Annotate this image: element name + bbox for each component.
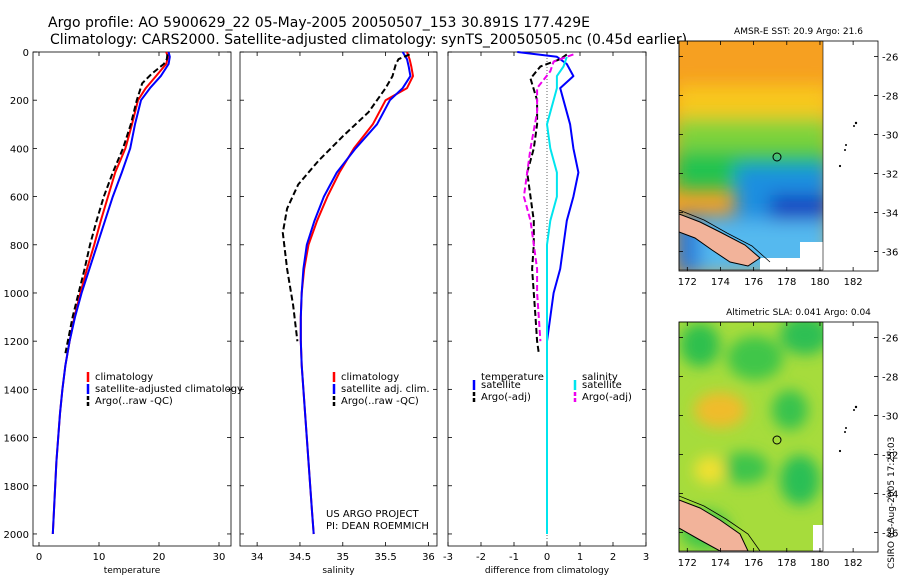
sst-map-xtick-label: 178 [777,277,796,288]
temperature-ytick-label: 1200 [4,337,29,348]
salinity-xtick-label: 35.5 [374,552,396,563]
temperature-xtick-label: 0 [36,552,42,563]
sst-map-ytick-label: -34 [882,209,898,220]
sst-map-ytick-label: -32 [882,170,898,181]
sla-map-chart: 172 174 176 178 180 182 -26 -28 -30 -32 -34 -36 Alti… [678,308,899,569]
legend-entry: Argo(..raw -QC) [95,396,173,407]
temperature-xlabel: temperature [104,566,161,576]
island-marks [838,121,858,453]
temperature-ytick-label: 800 [10,241,29,252]
title-line1: Argo profile: AO 5900629_22 05-May-2005 … [48,15,590,31]
difference-xtick-label: 0 [544,552,550,563]
temperature-ytick-label: 200 [10,96,29,107]
difference-series-salinity-satellite [546,56,568,534]
salinity-xlabel: salinity [322,566,355,576]
sla-map-xtick-label: 176 [744,558,763,569]
temperature-xtick-label: 30 [213,552,226,563]
sst-map-title: AMSR-E SST: 20.9 Argo: 21.6 [734,27,863,37]
temperature-ytick-label: 0 [23,48,29,59]
salinity-axes-frame [239,51,438,547]
salinity-series-satellite-adj-clim- [299,51,412,535]
temperature-ytick-label: 1000 [4,289,29,300]
legend-entry: satellite adj. clim. [341,384,430,395]
legend-entry: climatology [95,372,153,383]
sst-map-ytick-label: -30 [882,131,898,142]
sla-map-xtick-label: 180 [810,558,829,569]
temperature-axes-frame [32,51,232,547]
difference-xtick-label: -1 [509,552,519,563]
sla-map-title: Altimetric SLA: 0.041 Argo: 0.04 [726,308,871,318]
legend-entry: Argo(-adj) [481,392,531,403]
difference-xtick-label: 3 [643,552,649,563]
sla-map-ytick-label: -28 [882,373,898,384]
temperature-chart: 0 10 20 30 0 200 400 600 800 1000 1200 1400 1600 1800… [4,48,243,576]
legend-entry: Argo(-adj) [582,392,632,403]
difference-xtick-label: 2 [610,552,616,563]
temperature-ytick-label: 400 [10,144,29,155]
sla-map-xtick-label: 174 [711,558,730,569]
sst-map-xtick-label: 176 [744,277,763,288]
legend-salinity-title: salinity [582,372,618,383]
difference-series-temperature-satellite [517,51,580,534]
sst-map-xtick-label: 174 [711,277,730,288]
legend-entry: satellite-adjusted climatology [95,384,243,395]
sla-map-ytick-label: -32 [882,451,898,462]
temperature-ytick-label: 1800 [4,482,29,493]
sst-map-xtick-label: 172 [678,277,697,288]
salinity-chart: 34 34.5 35 35.5 36 salinity climatologysatelli… [239,51,438,576]
legend-entry: Argo(..raw -QC) [341,396,419,407]
title-line2: Climatology: CARS2000. Satellite-adjuste… [50,32,687,48]
difference-xlabel: difference from climatology [485,566,610,576]
temperature-ytick-label: 1600 [4,434,29,445]
sst-map-image [679,41,823,270]
salinity-xtick-label: 36 [422,552,435,563]
temperature-ytick-label: 1400 [4,385,29,396]
pi-credit: PI: DEAN ROEMMICH [326,521,429,532]
legend-temperature-title: temperature [481,372,544,383]
temperature-ytick-label: 2000 [4,530,29,541]
sst-map-axes-frame [678,40,879,272]
sla-map-ytick-label: -34 [882,490,898,501]
sla-map-xtick-label: 172 [678,558,697,569]
difference-chart: -3 -2 -1 0 1 2 3 difference from climatology tem… [443,51,649,576]
temperature-series-satellite-adjusted-climatology [51,51,171,535]
temperature-ytick-label: 600 [10,193,29,204]
legend-entry: climatology [341,372,399,383]
salinity-xtick-label: 34 [251,552,264,563]
temperature-series-argo-raw-qc- [64,54,169,354]
difference-series-salinity-argo-adj- [522,53,574,342]
legend-entry: satellite [481,380,521,391]
sla-map-ytick-label: -30 [882,412,898,423]
sst-map-ytick-label: -28 [882,92,898,103]
sla-map-axes-frame [678,321,879,553]
sst-map-ytick-label: -26 [882,53,898,64]
salinity-xtick-label: 34.5 [289,552,311,563]
difference-xtick-label: 1 [577,552,583,563]
sst-map-xtick-label: 180 [810,277,829,288]
sst-map-xtick-label: 182 [844,277,863,288]
timestamp-stamp: CSIRO 03-Aug-2005 17:25:03 [887,437,897,569]
sla-map-image [679,322,823,551]
temperature-series-climatology [51,51,169,535]
difference-xtick-label: -2 [476,552,486,563]
salinity-series-argo-raw-qc- [281,53,410,342]
temperature-xtick-label: 20 [153,552,166,563]
sla-map-ytick-label: -36 [882,529,898,540]
temperature-xtick-label: 10 [93,552,106,563]
sla-map-xtick-label: 178 [777,558,796,569]
sla-map-ytick-label: -26 [882,334,898,345]
difference-series-temperature-argo-adj- [526,53,568,354]
legend-entry: satellite [582,380,622,391]
sla-map-xtick-label: 182 [844,558,863,569]
salinity-xtick-label: 35 [336,552,349,563]
sst-map-chart: 172 174 176 178 180 182 -26 -28 -30 -32 -34 -36 AMSR… [678,27,899,288]
project-credit: US ARGO PROJECT [326,509,420,520]
sst-map-ytick-label: -36 [882,248,898,259]
difference-xtick-label: -3 [443,552,453,563]
